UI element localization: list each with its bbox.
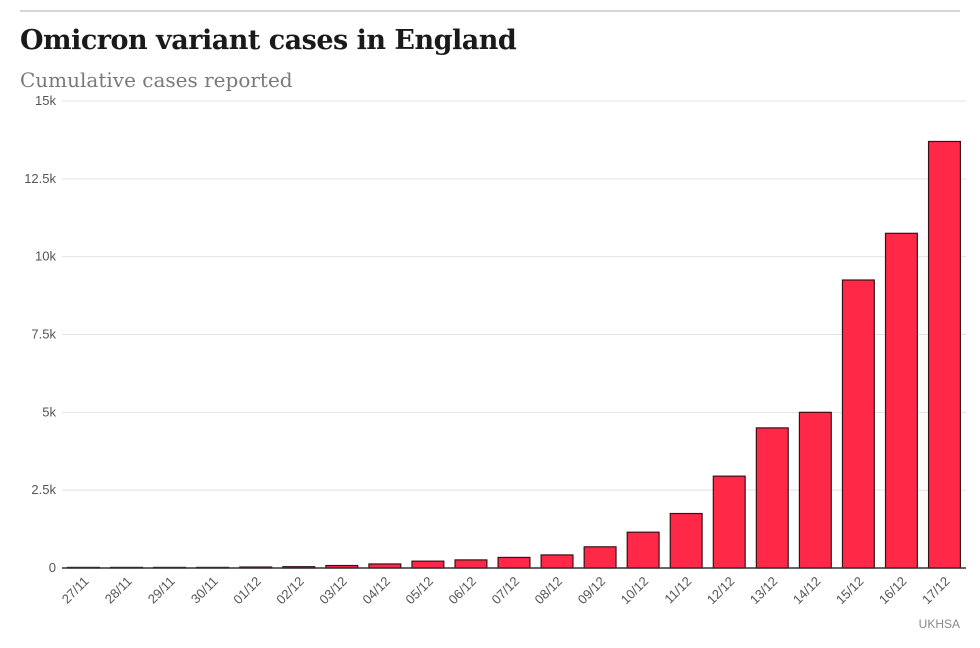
y-tick-label: 15k [35,93,56,108]
x-tick-label: 11/12 [661,574,694,607]
source-label: UKHSA [918,617,960,631]
y-tick-label: 5k [42,404,56,419]
y-tick-label: 7.5k [31,327,56,342]
x-tick-label: 08/12 [532,574,566,608]
bar [884,232,918,569]
x-tick-label: 28/11 [102,574,135,607]
x-tick-label: 02/12 [273,574,307,608]
x-tick-label: 30/11 [188,574,221,607]
bar [841,279,875,569]
top-rule [20,10,960,12]
bar [927,140,962,569]
chart-subtitle: Cumulative cases reported [20,68,293,92]
x-tick-label: 15/12 [833,574,867,608]
x-tick-label: 13/12 [747,574,781,608]
bar [411,560,445,569]
bar [583,546,617,569]
x-tick-label: 03/12 [316,574,350,608]
y-tick-label: 10k [35,249,56,264]
bar [712,475,746,569]
x-tick-label: 17/12 [919,574,953,608]
bar [540,554,574,569]
x-tick-label: 09/12 [575,574,609,608]
x-tick-label: 29/11 [145,574,178,607]
x-tick-label: 05/12 [402,574,436,608]
y-tick-label: 2.5k [31,482,56,497]
y-tick-label: 12.5k [24,171,56,186]
chart-title: Omicron variant cases in England [20,25,517,56]
x-tick-label: 27/11 [59,574,92,607]
x-tick-label: 12/12 [704,574,738,608]
bar [755,427,789,569]
bar [497,556,531,569]
bar [798,411,832,569]
bar [626,531,660,569]
x-tick-label: 10/12 [618,574,652,608]
y-tick-label: 0 [49,560,56,575]
x-tick-label: 07/12 [489,574,523,608]
bar [669,512,703,569]
x-tick-label: 06/12 [445,574,479,608]
x-tick-label: 01/12 [230,574,264,608]
x-tick-label: 16/12 [876,574,910,608]
x-tick-label: 04/12 [359,574,393,608]
x-tick-label: 14/12 [790,574,824,608]
bar [454,559,488,569]
